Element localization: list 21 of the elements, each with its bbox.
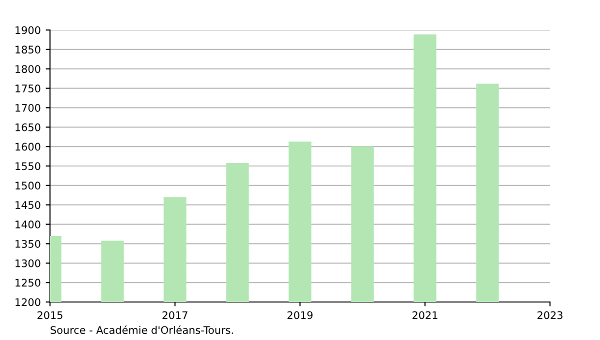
x-tick-label: 2015 (38, 311, 62, 320)
y-tick-label: 1750 (16, 84, 40, 92)
y-tick-label: 1850 (16, 46, 40, 54)
x-tick-label: 2021 (412, 311, 438, 320)
y-tick-label: 1400 (16, 220, 40, 228)
y-tick-label: 1200 (16, 298, 40, 306)
x-tick-label: 2023 (538, 311, 562, 320)
y-tick-label: 1300 (16, 259, 40, 268)
y-tick-label: 1500 (16, 182, 40, 190)
y-tick-label: 1600 (16, 142, 40, 151)
y-tick-label: 1450 (16, 201, 40, 209)
y-tick-label: 1700 (16, 104, 40, 112)
y-tick-label: 1650 (16, 123, 40, 132)
y-tick-label: 1800 (16, 65, 40, 73)
x-tick-label: 2019 (288, 311, 313, 320)
x-tick-label: 2017 (162, 311, 188, 320)
y-tick-label: 1350 (16, 240, 40, 248)
source-note: Source - Académie d'Orléans-Tours. (50, 326, 233, 334)
y-tick-label: 1550 (16, 162, 40, 170)
y-tick-label: 1250 (16, 278, 40, 287)
y-tick-label: 1900 (16, 26, 40, 34)
